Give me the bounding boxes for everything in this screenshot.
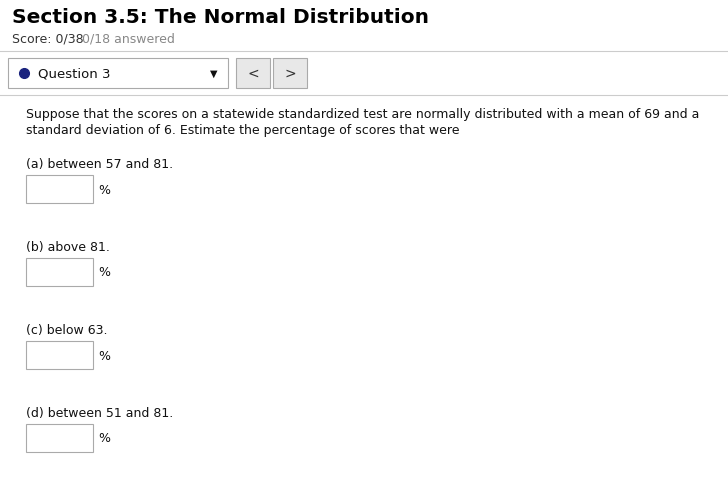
Text: Score: 0/38: Score: 0/38	[12, 32, 84, 45]
Text: Suppose that the scores on a statewide standardized test are normally distribute: Suppose that the scores on a statewide s…	[26, 108, 700, 121]
FancyBboxPatch shape	[273, 59, 307, 89]
Text: (d) between 51 and 81.: (d) between 51 and 81.	[26, 406, 173, 419]
Text: %: %	[98, 183, 110, 196]
Text: %: %	[98, 266, 110, 279]
FancyBboxPatch shape	[26, 341, 93, 369]
FancyBboxPatch shape	[26, 258, 93, 287]
Text: ▼: ▼	[210, 69, 218, 79]
FancyBboxPatch shape	[26, 176, 93, 204]
Text: (c) below 63.: (c) below 63.	[26, 323, 108, 336]
Text: <: <	[248, 67, 259, 81]
FancyBboxPatch shape	[236, 59, 270, 89]
FancyBboxPatch shape	[8, 59, 228, 89]
Text: standard deviation of 6. Estimate the percentage of scores that were: standard deviation of 6. Estimate the pe…	[26, 124, 459, 136]
Text: Question 3: Question 3	[38, 67, 111, 80]
Text: >: >	[284, 67, 296, 81]
FancyBboxPatch shape	[26, 424, 93, 452]
Text: %: %	[98, 349, 110, 362]
Text: 0/18 answered: 0/18 answered	[82, 32, 175, 45]
Text: %: %	[98, 432, 110, 445]
Text: Section 3.5: The Normal Distribution: Section 3.5: The Normal Distribution	[12, 8, 429, 27]
Text: (b) above 81.: (b) above 81.	[26, 241, 110, 254]
Text: (a) between 57 and 81.: (a) between 57 and 81.	[26, 158, 173, 171]
